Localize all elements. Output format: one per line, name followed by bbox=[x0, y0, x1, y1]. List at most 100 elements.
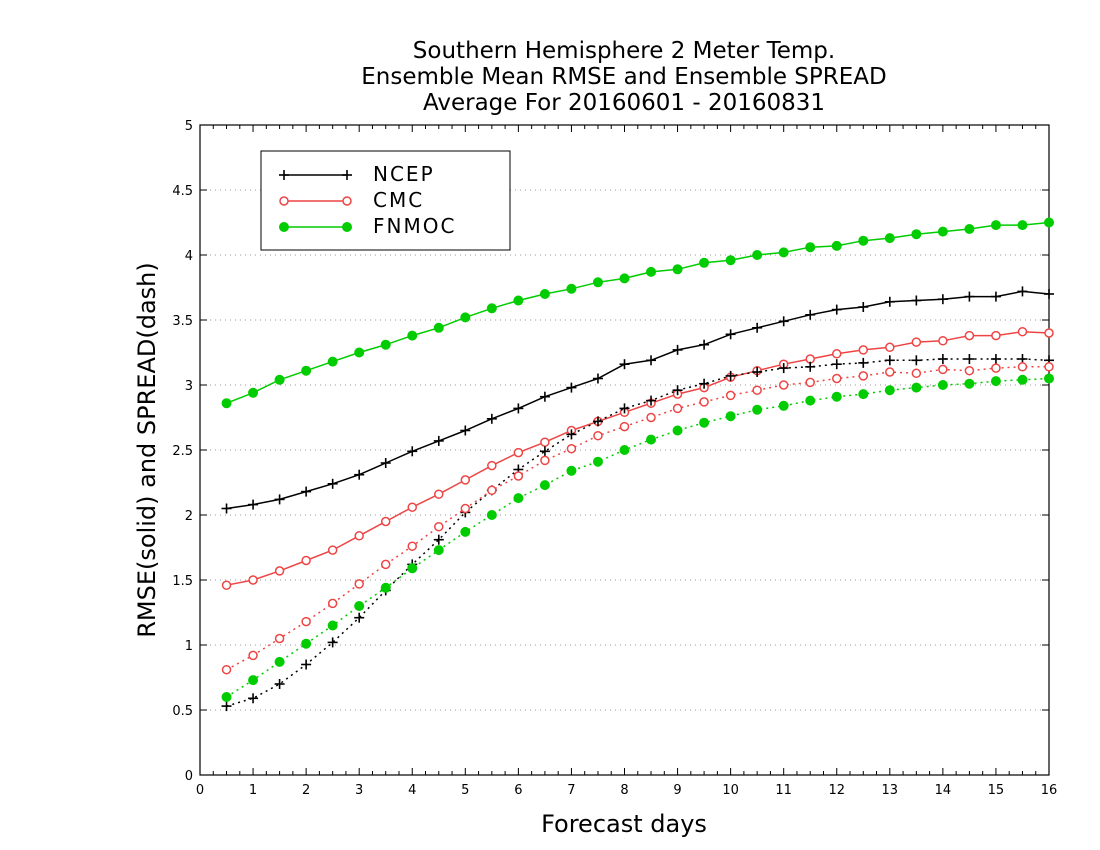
series-line-ncep-spread bbox=[226, 358, 1050, 707]
point-ncep-rmse bbox=[752, 322, 763, 333]
point-cmc-spread bbox=[354, 579, 364, 589]
point-cmc-spread bbox=[487, 485, 497, 496]
point-ncep-rmse bbox=[539, 391, 550, 402]
point-cmc-rmse bbox=[407, 502, 417, 512]
point-ncep-rmse bbox=[937, 294, 948, 305]
series-line-cmc-rmse bbox=[226, 330, 1050, 586]
point-ncep-spread bbox=[964, 354, 975, 364]
y-tick-label: 0 bbox=[185, 769, 193, 784]
point-fnmoc-spread bbox=[990, 376, 1001, 387]
x-axis-label: Forecast days bbox=[541, 810, 707, 838]
point-fnmoc-spread bbox=[566, 465, 577, 476]
point-ncep-rmse bbox=[858, 302, 869, 312]
point-cmc-rmse bbox=[540, 437, 550, 447]
point-fnmoc-rmse bbox=[752, 250, 763, 260]
point-ncep-rmse bbox=[1017, 286, 1028, 297]
point-fnmoc-rmse bbox=[566, 283, 577, 294]
x-tick-label: 0 bbox=[196, 783, 204, 798]
point-fnmoc-rmse bbox=[858, 235, 869, 246]
point-ncep-spread bbox=[858, 357, 869, 368]
y-tick-label: 2.5 bbox=[172, 444, 193, 459]
x-tick-label: 15 bbox=[988, 783, 1005, 798]
x-tick-label: 1 bbox=[249, 783, 257, 798]
point-fnmoc-spread bbox=[460, 526, 471, 537]
point-cmc-spread bbox=[911, 368, 922, 379]
point-fnmoc-spread bbox=[513, 493, 524, 504]
point-fnmoc-spread bbox=[327, 620, 338, 631]
point-fnmoc-spread bbox=[354, 601, 365, 611]
point-fnmoc-spread bbox=[911, 382, 922, 393]
point-cmc-spread bbox=[805, 377, 815, 388]
series-line-ncep-rmse bbox=[226, 290, 1050, 510]
point-fnmoc-rmse bbox=[592, 277, 603, 288]
point-ncep-spread bbox=[778, 363, 789, 374]
point-fnmoc-rmse bbox=[1017, 220, 1028, 231]
point-fnmoc-rmse bbox=[672, 264, 683, 275]
point-cmc-spread bbox=[964, 365, 975, 376]
legend-label-fnmoc: FNMOC bbox=[373, 214, 456, 238]
x-tick-label: 5 bbox=[461, 783, 469, 798]
legend-sample-cmc bbox=[279, 196, 352, 206]
point-cmc-rmse bbox=[274, 566, 285, 576]
point-ncep-rmse bbox=[327, 478, 338, 489]
point-cmc-spread bbox=[619, 421, 630, 432]
point-fnmoc-spread bbox=[752, 404, 763, 415]
y-tick-label: 1 bbox=[185, 639, 193, 654]
point-cmc-rmse bbox=[911, 337, 922, 347]
point-ncep-rmse bbox=[433, 435, 444, 446]
point-ncep-spread bbox=[646, 395, 657, 406]
point-ncep-rmse bbox=[805, 309, 816, 320]
legend-label-ncep: NCEP bbox=[373, 162, 435, 186]
x-tick-label: 7 bbox=[567, 783, 575, 798]
legend-marker bbox=[342, 170, 352, 180]
point-ncep-spread bbox=[937, 354, 948, 364]
point-fnmoc-rmse bbox=[433, 322, 444, 333]
x-tick-label: 16 bbox=[1041, 783, 1058, 798]
point-ncep-rmse bbox=[592, 373, 603, 384]
series-fnmoc-spread bbox=[221, 373, 1054, 702]
point-cmc-rmse bbox=[964, 330, 975, 341]
x-tick-label: 10 bbox=[722, 783, 739, 798]
point-ncep-rmse bbox=[274, 494, 285, 505]
point-ncep-spread bbox=[752, 367, 763, 377]
point-fnmoc-rmse bbox=[911, 229, 922, 240]
point-ncep-spread bbox=[592, 416, 603, 427]
point-cmc-spread bbox=[301, 616, 311, 627]
point-fnmoc-rmse bbox=[274, 374, 285, 385]
point-ncep-spread bbox=[831, 359, 842, 370]
point-ncep-rmse bbox=[380, 458, 391, 468]
point-cmc-spread bbox=[327, 598, 338, 609]
y-tick-label: 4 bbox=[185, 249, 193, 264]
point-fnmoc-spread bbox=[380, 582, 391, 593]
series-cmc-rmse bbox=[221, 326, 1054, 590]
point-ncep-rmse bbox=[964, 291, 975, 302]
point-ncep-rmse bbox=[248, 499, 259, 510]
point-ncep-rmse bbox=[778, 316, 789, 327]
point-fnmoc-spread bbox=[672, 425, 683, 436]
point-fnmoc-spread bbox=[964, 378, 975, 389]
point-fnmoc-spread bbox=[619, 445, 630, 455]
point-cmc-spread bbox=[1044, 362, 1054, 372]
point-cmc-spread bbox=[646, 412, 656, 423]
x-tick-label: 6 bbox=[514, 783, 522, 798]
point-cmc-spread bbox=[274, 633, 285, 644]
point-ncep-rmse bbox=[407, 446, 418, 457]
point-fnmoc-rmse bbox=[725, 255, 736, 266]
point-fnmoc-spread bbox=[274, 656, 285, 667]
y-tick-label: 5 bbox=[185, 119, 193, 134]
point-fnmoc-spread bbox=[937, 380, 948, 390]
point-ncep-spread bbox=[725, 370, 736, 381]
point-fnmoc-rmse bbox=[646, 266, 657, 277]
point-ncep-rmse bbox=[646, 355, 657, 366]
point-ncep-rmse bbox=[354, 469, 365, 480]
point-cmc-rmse bbox=[513, 447, 524, 458]
point-cmc-rmse bbox=[460, 475, 471, 485]
legend-sample-ncep bbox=[279, 170, 352, 180]
point-ncep-spread bbox=[699, 378, 710, 389]
point-cmc-spread bbox=[1017, 362, 1028, 372]
point-fnmoc-spread bbox=[778, 400, 789, 411]
point-ncep-rmse bbox=[619, 359, 630, 370]
legend-sample-fnmoc bbox=[279, 222, 352, 232]
point-ncep-rmse bbox=[911, 295, 922, 306]
